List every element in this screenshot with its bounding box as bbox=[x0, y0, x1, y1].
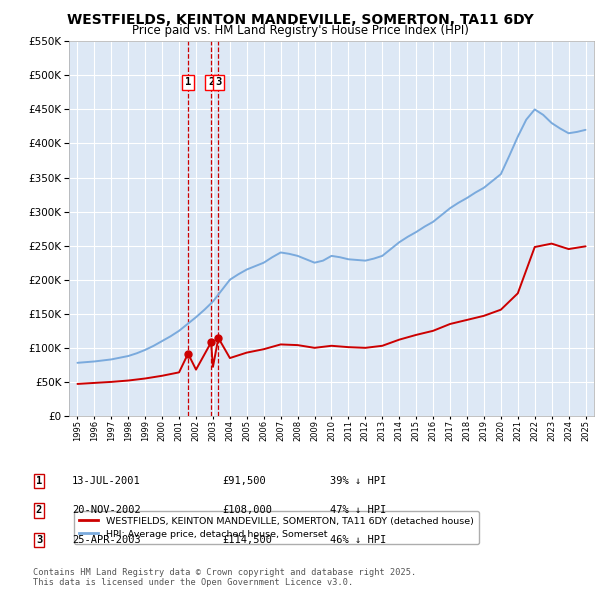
Text: £114,500: £114,500 bbox=[222, 535, 272, 545]
Text: WESTFIELDS, KEINTON MANDEVILLE, SOMERTON, TA11 6DY: WESTFIELDS, KEINTON MANDEVILLE, SOMERTON… bbox=[67, 13, 533, 27]
Text: 47% ↓ HPI: 47% ↓ HPI bbox=[330, 506, 386, 515]
Legend: WESTFIELDS, KEINTON MANDEVILLE, SOMERTON, TA11 6DY (detached house), HPI: Averag: WESTFIELDS, KEINTON MANDEVILLE, SOMERTON… bbox=[74, 511, 479, 544]
Text: 25-APR-2003: 25-APR-2003 bbox=[72, 535, 141, 545]
Text: Contains HM Land Registry data © Crown copyright and database right 2025.
This d: Contains HM Land Registry data © Crown c… bbox=[33, 568, 416, 587]
Text: Price paid vs. HM Land Registry's House Price Index (HPI): Price paid vs. HM Land Registry's House … bbox=[131, 24, 469, 37]
Text: £91,500: £91,500 bbox=[222, 476, 266, 486]
Text: 46% ↓ HPI: 46% ↓ HPI bbox=[330, 535, 386, 545]
Text: 39% ↓ HPI: 39% ↓ HPI bbox=[330, 476, 386, 486]
Text: 3: 3 bbox=[36, 535, 42, 545]
Text: 2: 2 bbox=[208, 77, 214, 87]
Text: 1: 1 bbox=[185, 77, 191, 87]
Text: £108,000: £108,000 bbox=[222, 506, 272, 515]
Text: 2: 2 bbox=[36, 506, 42, 515]
Text: 20-NOV-2002: 20-NOV-2002 bbox=[72, 506, 141, 515]
Text: 3: 3 bbox=[215, 77, 221, 87]
Text: 13-JUL-2001: 13-JUL-2001 bbox=[72, 476, 141, 486]
Text: 1: 1 bbox=[36, 476, 42, 486]
